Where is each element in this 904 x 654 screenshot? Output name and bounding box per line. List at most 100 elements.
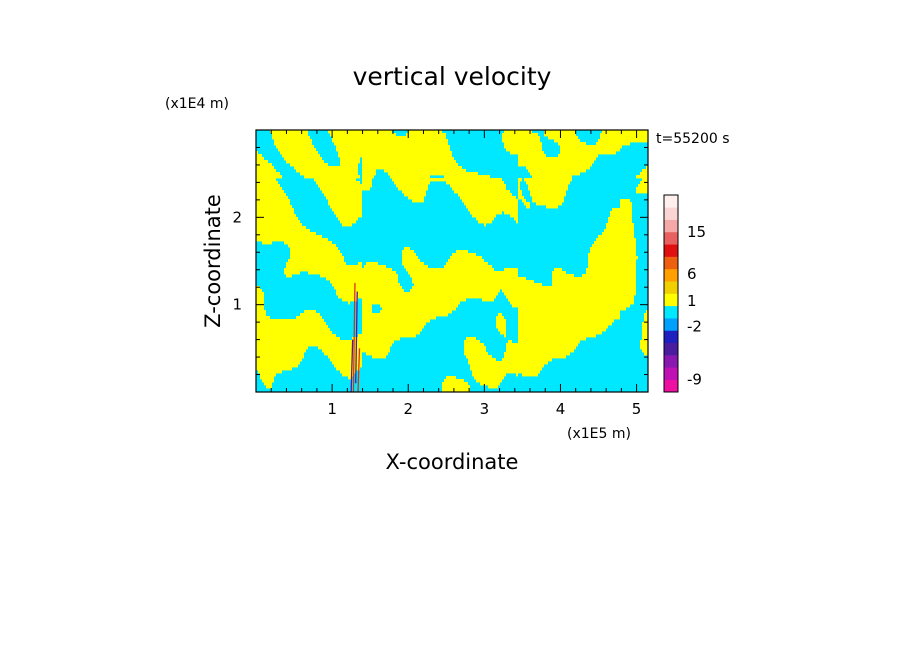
positive-velocity-cell xyxy=(402,190,426,194)
positive-velocity-cell xyxy=(410,289,500,293)
positive-velocity-cell xyxy=(518,337,586,341)
positive-velocity-cell xyxy=(256,193,286,197)
positive-velocity-cell xyxy=(342,298,358,302)
positive-velocity-cell xyxy=(326,196,362,200)
positive-velocity-cell xyxy=(404,247,410,251)
positive-velocity-cell xyxy=(442,388,470,392)
colorbar-frame xyxy=(663,194,679,393)
positive-velocity-cell xyxy=(532,196,564,200)
positive-velocity-cell xyxy=(336,148,450,152)
positive-velocity-cell xyxy=(458,193,512,197)
positive-velocity-cell xyxy=(366,262,378,266)
positive-velocity-cell xyxy=(262,241,272,245)
y-unit-label: (x1E4 m) xyxy=(165,96,229,112)
positive-velocity-cell xyxy=(558,142,586,146)
positive-velocity-cell xyxy=(444,265,492,269)
colorbar-level xyxy=(664,195,678,208)
positive-velocity-cell xyxy=(284,157,322,161)
positive-velocity-cell xyxy=(256,292,264,296)
positive-velocity-cell xyxy=(256,325,328,329)
positive-velocity-cell xyxy=(290,256,344,260)
strong-velocity-streak xyxy=(355,291,358,384)
positive-velocity-cell xyxy=(620,205,632,209)
positive-velocity-cell xyxy=(286,265,362,269)
positive-velocity-cell xyxy=(256,214,296,218)
positive-velocity-cell xyxy=(612,208,632,212)
positive-velocity-cell xyxy=(284,268,392,272)
positive-velocity-cell xyxy=(412,286,636,290)
y-tick-labels: 12 xyxy=(232,208,242,313)
positive-velocity-cell xyxy=(256,364,298,368)
positive-velocity-cell xyxy=(552,274,574,278)
positive-velocity-cell xyxy=(348,376,352,380)
positive-velocity-cell xyxy=(390,175,430,179)
x-tick-label: 5 xyxy=(632,400,642,418)
positive-velocity-cell xyxy=(318,184,372,188)
positive-velocity-cell xyxy=(256,319,324,323)
positive-velocity-cell xyxy=(450,256,482,260)
positive-velocity-cell xyxy=(330,133,396,137)
positive-velocity-cell xyxy=(336,145,450,149)
positive-velocity-cell xyxy=(466,205,518,209)
positive-velocity-cell xyxy=(256,322,326,326)
positive-velocity-cell xyxy=(322,190,362,194)
positive-velocity-cell xyxy=(642,349,648,353)
positive-velocity-cell xyxy=(326,277,398,281)
positive-velocity-cell xyxy=(442,382,468,386)
positive-velocity-cell xyxy=(636,175,648,179)
positive-velocity-cell xyxy=(502,358,552,362)
positive-velocity-cell xyxy=(444,379,464,383)
positive-velocity-cell xyxy=(256,304,264,308)
positive-velocity-cell xyxy=(522,373,538,377)
colorbar-level xyxy=(664,330,678,344)
positive-velocity-cell xyxy=(336,367,360,371)
positive-velocity-cell xyxy=(256,184,280,188)
positive-velocity-cell xyxy=(590,250,636,254)
positive-velocity-cell xyxy=(500,331,506,335)
positive-velocity-cell xyxy=(290,163,328,167)
positive-velocity-cell xyxy=(296,169,358,173)
positive-velocity-cell xyxy=(340,157,360,161)
positive-velocity-cell xyxy=(332,136,446,140)
positive-velocity-cell xyxy=(644,319,648,323)
positive-velocity-cell xyxy=(256,367,292,371)
positive-velocity-cell xyxy=(288,244,336,248)
positive-velocity-cell xyxy=(362,175,374,179)
positive-velocity-cell xyxy=(518,193,522,197)
positive-velocity-cell xyxy=(334,364,362,368)
positive-velocity-cell xyxy=(472,370,540,374)
positive-velocity-cell xyxy=(524,202,530,206)
positive-velocity-cell xyxy=(362,322,426,326)
x-tick-label: 2 xyxy=(403,400,413,418)
positive-velocity-cell xyxy=(362,310,372,314)
positive-velocity-cell xyxy=(518,163,592,167)
positive-velocity-cell xyxy=(518,196,524,200)
positive-velocity-cell xyxy=(518,322,612,326)
colorbar-level xyxy=(664,281,678,294)
positive-velocity-cell xyxy=(446,262,488,266)
positive-velocity-cell xyxy=(526,166,590,170)
positive-velocity-cell xyxy=(256,343,392,347)
positive-velocity-cell xyxy=(598,139,648,143)
positive-velocity-cell xyxy=(272,136,310,140)
positive-velocity-cell xyxy=(498,313,502,317)
positive-velocity-cell xyxy=(334,142,448,146)
positive-velocity-cell xyxy=(388,172,478,176)
positive-velocity-cell xyxy=(278,148,316,152)
positive-velocity-cell xyxy=(464,340,480,344)
positive-velocity-cell xyxy=(548,136,578,140)
positive-velocity-cell xyxy=(256,328,330,332)
positive-velocity-cell xyxy=(582,274,636,278)
positive-velocity-cell xyxy=(456,250,468,254)
positive-velocity-cell xyxy=(414,283,542,287)
positive-velocity-cell xyxy=(286,262,346,266)
positive-velocity-cell xyxy=(644,352,648,356)
positive-velocity-cell xyxy=(518,328,606,332)
positive-velocity-cell xyxy=(530,172,580,176)
positive-velocity-cell xyxy=(256,349,306,353)
positive-velocity-cell xyxy=(362,316,436,320)
positive-velocity-cell xyxy=(402,259,420,263)
positive-velocity-cell xyxy=(518,184,520,188)
positive-velocity-cell xyxy=(264,382,272,386)
positive-velocity-cell xyxy=(506,148,542,152)
